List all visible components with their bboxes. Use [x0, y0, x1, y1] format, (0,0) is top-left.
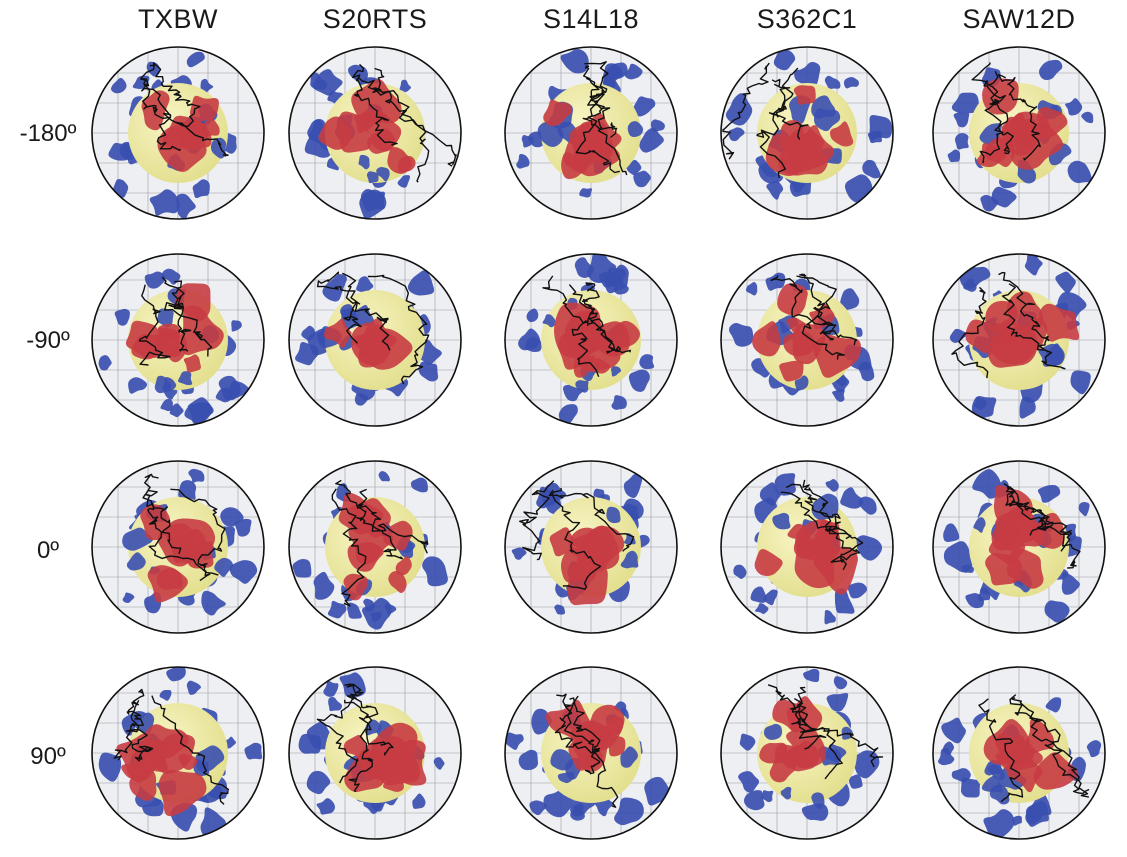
longitude-label-0: 0º [36, 537, 60, 564]
longitude-label-minus-90: -90º [26, 327, 70, 354]
globe-panel [929, 457, 1109, 637]
globe-panel [88, 457, 268, 637]
globe-panel [285, 43, 465, 223]
globe-panel [501, 43, 681, 223]
globe-panel [88, 663, 268, 843]
model-label-saw12d: SAW12D [962, 4, 1076, 34]
globe-panel [501, 250, 681, 430]
model-label-s14l18: S14L18 [542, 4, 640, 34]
globe-panel [285, 250, 465, 430]
globe-panel [929, 250, 1109, 430]
globe-panel [717, 457, 897, 637]
globe-panel [929, 43, 1109, 223]
longitude-label-90: 90º [30, 743, 66, 770]
globe-panel [285, 663, 465, 843]
globe-panel [717, 250, 897, 430]
model-label-txbw: TXBW [138, 4, 218, 34]
model-label-s362c1: S362C1 [756, 4, 858, 34]
globe-panel [88, 250, 268, 430]
globe-panel [88, 43, 268, 223]
globe-panel [929, 663, 1109, 843]
longitude-label-minus-180: -180º [19, 120, 77, 147]
globe-panel [501, 663, 681, 843]
globe-panel [717, 663, 897, 843]
model-label-s20rts: S20RTS [322, 4, 428, 34]
globe-panel [501, 457, 681, 637]
globe-panel [285, 457, 465, 637]
globe-panel [717, 43, 897, 223]
